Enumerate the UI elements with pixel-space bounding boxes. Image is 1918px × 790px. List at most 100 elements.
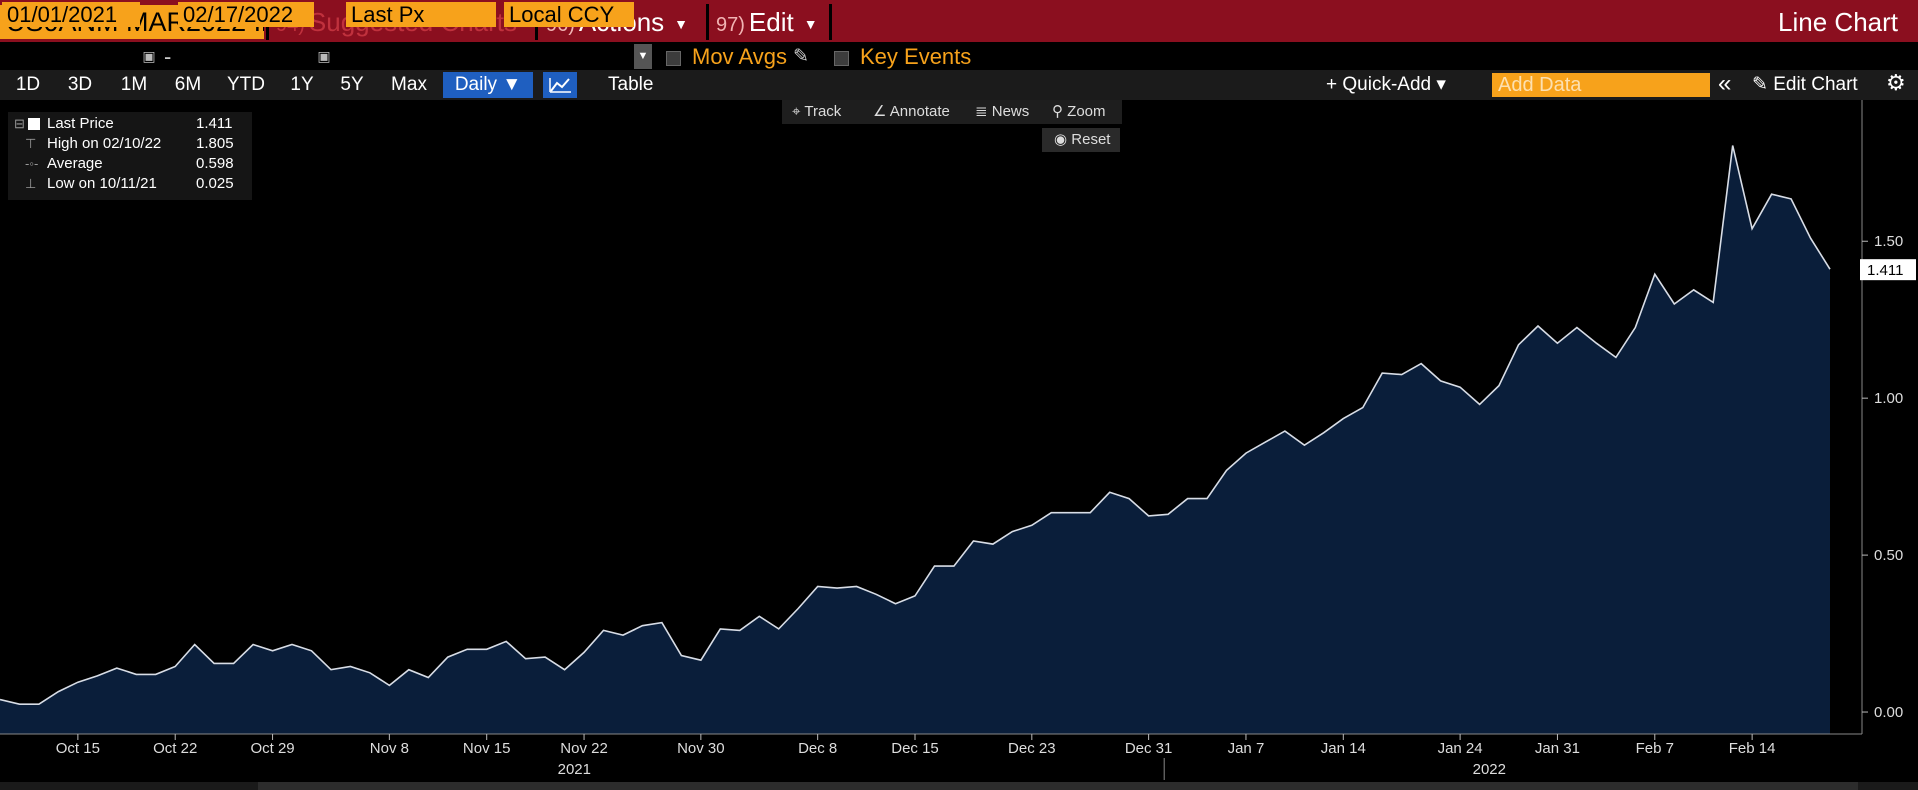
reset-icon: ◉ <box>1054 131 1072 148</box>
crosshair-icon: ⌖ <box>792 103 805 120</box>
x-tick-label: Oct 22 <box>153 740 197 757</box>
legend-box: ⊟ Last Price 1.411 ⊤ High on 02/10/22 1.… <box>8 112 252 200</box>
news-tool[interactable]: ≣ News <box>975 100 1029 124</box>
x-tick-label: Dec 31 <box>1125 740 1173 757</box>
periodicity-select[interactable]: Daily ▼ <box>443 72 533 98</box>
x-tick-label: Dec 23 <box>1008 740 1056 757</box>
horizontal-scrollbar[interactable] <box>0 782 1918 790</box>
track-tool[interactable]: ⌖ Track <box>792 100 841 124</box>
range-1d[interactable]: 1D <box>15 74 41 95</box>
collapse-icon[interactable]: ⊟ <box>14 116 25 131</box>
x-tick-label: Dec 8 <box>798 740 837 757</box>
legend-row: ⊟ Last Price 1.411 <box>8 114 252 134</box>
news-icon: ≣ <box>975 103 992 120</box>
mov-avgs-label: Mov Avgs <box>692 44 787 69</box>
last-value-badge <box>1860 259 1916 281</box>
x-tick-label: Dec 15 <box>891 740 939 757</box>
toolbar-divider <box>829 4 832 40</box>
legend-name: Average <box>47 155 103 172</box>
chevron-down-icon: ▼ <box>803 16 818 33</box>
y-tick-label: 0.00 <box>1874 704 1903 721</box>
x-tick-label: Nov 8 <box>370 740 409 757</box>
calendar-icon[interactable]: ▣ <box>317 48 331 64</box>
legend-row: ⊤ High on 02/10/22 1.805 <box>8 134 252 154</box>
calendar-icon[interactable]: ▣ <box>142 48 156 64</box>
toolbar-divider <box>706 4 709 40</box>
x-tick-label: Jan 31 <box>1535 740 1580 757</box>
x-tick-label: Nov 15 <box>463 740 511 757</box>
menu-number: 97) <box>716 14 745 36</box>
range-6m[interactable]: 6M <box>174 74 202 95</box>
add-data-input[interactable] <box>1492 73 1710 97</box>
legend-row: -◦- Average 0.598 <box>8 154 252 174</box>
range-1m[interactable]: 1M <box>120 74 148 95</box>
y-tick-label: 1.50 <box>1874 233 1903 250</box>
chevron-down-icon[interactable]: ▼ <box>634 44 652 69</box>
high-marker-icon: ⊤ <box>25 136 37 151</box>
top-toolbar <box>0 0 1918 42</box>
key-events-label: Key Events <box>860 44 972 69</box>
annotate-label: Annotate <box>889 103 950 120</box>
collapse-chevrons-icon[interactable]: « <box>1718 70 1732 97</box>
range-1y[interactable]: 1Y <box>290 74 314 95</box>
annotate-tool[interactable]: ∠ Annotate <box>873 100 950 124</box>
news-label: News <box>991 103 1030 120</box>
track-label: Track <box>804 103 842 120</box>
low-marker-icon: ⊥ <box>25 176 37 191</box>
chart-tools-bar <box>782 100 1122 124</box>
price-field-select[interactable]: Last Px <box>346 2 496 27</box>
magnifier-icon: ⚲ <box>1052 103 1068 120</box>
y-tick-label: 0.50 <box>1874 547 1903 564</box>
parameters-row <box>0 42 1918 70</box>
zoom-label: Zoom <box>1067 103 1106 120</box>
range-5y[interactable]: 5Y <box>340 74 364 95</box>
reset-button[interactable]: ◉ Reset <box>1042 128 1120 152</box>
chart-type-title: Line Chart <box>1778 7 1898 37</box>
series-area <box>0 145 1830 734</box>
range-ytd[interactable]: YTD <box>227 74 265 95</box>
quick-add-button[interactable]: + Quick-Add ▾ <box>1326 74 1446 95</box>
start-date-field[interactable]: 01/01/2021 <box>2 2 140 27</box>
legend-row: ⊥ Low on 10/11/21 0.025 <box>8 174 252 194</box>
range-3d[interactable]: 3D <box>67 74 93 95</box>
legend-value: 1.411 <box>196 115 233 132</box>
y-tick-label: 1.00 <box>1874 390 1903 407</box>
series-color-swatch <box>28 118 40 130</box>
key-events-checkbox[interactable] <box>834 51 849 66</box>
legend-value: 0.598 <box>196 155 234 172</box>
pen-icon: ∠ <box>873 103 890 120</box>
x-tick-label: Feb 7 <box>1636 740 1674 757</box>
scrollbar-thumb[interactable] <box>258 782 1858 790</box>
x-tick-label: Feb 14 <box>1729 740 1776 757</box>
zoom-tool[interactable]: ⚲ Zoom <box>1052 100 1106 124</box>
line-chart-button[interactable] <box>543 72 577 98</box>
chevron-down-icon: ▼ <box>674 16 689 33</box>
currency-select[interactable]: Local CCY <box>504 2 634 27</box>
end-date-field[interactable]: 02/17/2022 <box>178 2 314 27</box>
x-tick-label: Oct 29 <box>250 740 294 757</box>
edit-chart-button[interactable]: ✎ Edit Chart <box>1752 74 1858 95</box>
year-label: 2021 <box>558 761 591 778</box>
pencil-icon[interactable]: ✎ <box>793 46 809 67</box>
average-marker-icon: -◦- <box>25 156 39 171</box>
mov-avgs-checkbox[interactable] <box>666 51 681 66</box>
legend-name: High on 02/10/22 <box>47 135 162 152</box>
year-label: 2022 <box>1473 761 1506 778</box>
range-max[interactable]: Max <box>391 74 427 95</box>
x-tick-label: Jan 7 <box>1228 740 1265 757</box>
edit-menu[interactable]: 97) Edit ▼ <box>716 4 818 40</box>
legend-name: Low on 10/11/21 <box>47 175 157 192</box>
x-tick-label: Jan 24 <box>1438 740 1483 757</box>
reset-label: Reset <box>1071 131 1111 148</box>
table-view-button[interactable]: Table <box>608 74 654 95</box>
x-tick-label: Oct 15 <box>56 740 100 757</box>
line-chart-icon <box>549 78 571 93</box>
legend-value: 1.805 <box>196 135 234 152</box>
x-tick-label: Nov 22 <box>560 740 608 757</box>
date-range-dash: - <box>164 44 172 69</box>
menu-label: Edit <box>748 7 794 37</box>
last-value-label: 1.411 <box>1867 262 1903 279</box>
gear-icon[interactable]: ⚙ <box>1886 70 1906 95</box>
legend-name: Last Price <box>47 115 114 132</box>
